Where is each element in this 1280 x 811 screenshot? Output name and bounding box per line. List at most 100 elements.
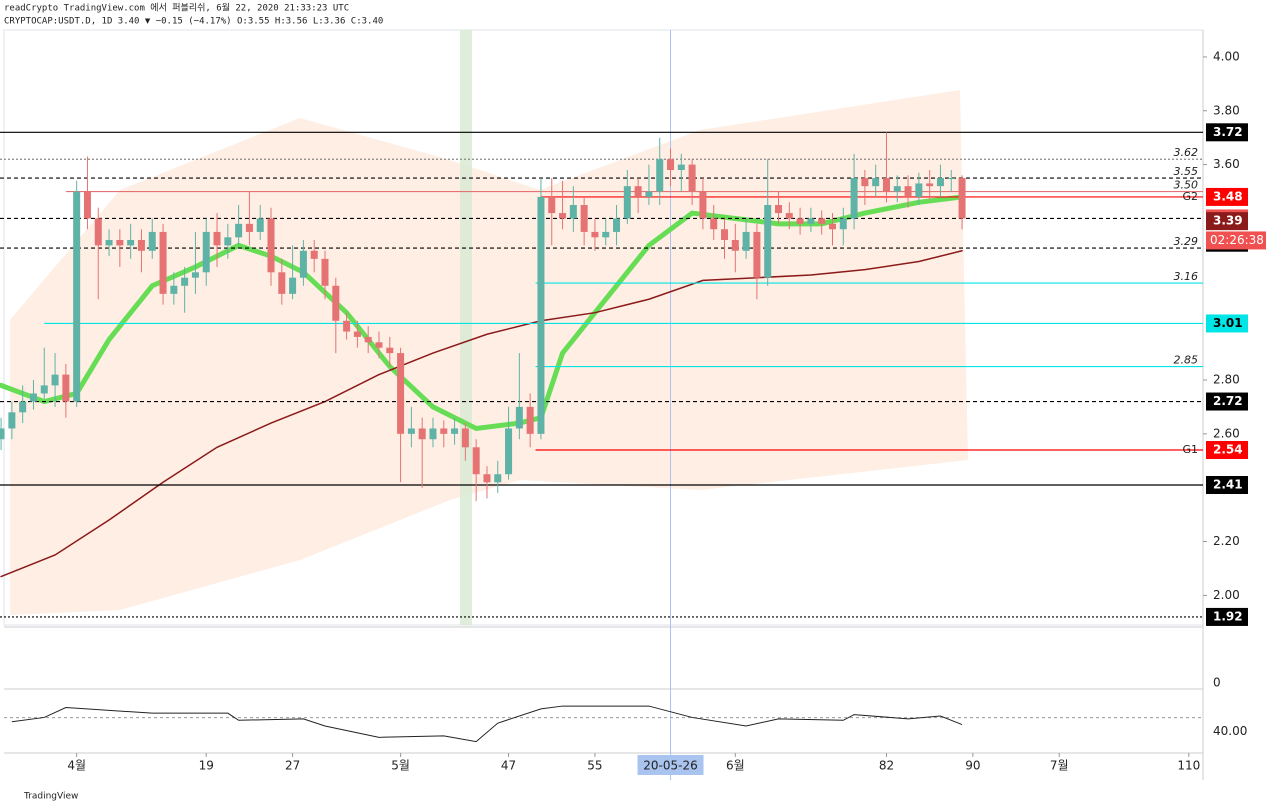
oscillator	[11, 705, 963, 743]
candle-body	[461, 428, 469, 448]
price-badge-label: 3.01	[1213, 316, 1243, 330]
candle-body	[839, 218, 847, 230]
candle-body	[559, 213, 567, 219]
price-badge-label: 2.41	[1213, 478, 1243, 492]
candle-body	[764, 205, 772, 278]
level-label: 3.50	[1174, 179, 1199, 192]
x-tick-label: 90	[965, 759, 980, 773]
candle-body	[731, 240, 739, 251]
candle-body	[0, 428, 5, 440]
price-badge-label: 2.72	[1213, 394, 1243, 408]
candle-body	[116, 240, 124, 246]
y-tick-label: 2.80	[1213, 373, 1240, 387]
price-badge-label: 2.54	[1213, 443, 1243, 457]
price-badge-label: 3.39	[1213, 214, 1243, 228]
x-tick-label: 5월	[391, 759, 410, 773]
x-tick-label: 19	[199, 759, 214, 773]
candle-body	[321, 258, 329, 286]
candle-body	[774, 205, 782, 214]
candle-body	[375, 342, 383, 348]
level-label: 2.85	[1174, 354, 1199, 367]
candle-body	[418, 428, 426, 440]
candle-body	[667, 159, 675, 170]
countdown-bg	[1206, 231, 1266, 250]
candle-body	[299, 250, 307, 278]
candle-body	[569, 205, 577, 219]
candle-body	[51, 374, 59, 386]
candle-body	[127, 240, 135, 246]
candle-body	[936, 178, 944, 187]
candle-body	[440, 428, 448, 434]
x-tick-label: 4월	[67, 759, 86, 773]
candle-body	[753, 231, 761, 278]
header-line: readCrypto TradingView.com 에서 퍼블리쉬, 6월 2…	[4, 2, 349, 14]
price-badge-label: 3.72	[1213, 125, 1243, 139]
candle-body	[818, 218, 826, 224]
header-line: CRYPTOCAP:USDT.D, 1D 3.40 ▼ −0.15 (−4.17…	[4, 17, 383, 27]
price-badge	[1206, 441, 1248, 459]
candle-body	[267, 218, 275, 273]
x-tick-label: 27	[285, 759, 300, 773]
x-tick-label: 7월	[1050, 759, 1069, 773]
level-label: 3.29	[1174, 235, 1199, 248]
candle-body	[472, 447, 480, 475]
candle-body	[947, 178, 955, 180]
price-badge	[1206, 392, 1248, 411]
candle-body	[19, 401, 27, 413]
candle-body	[83, 191, 91, 219]
y-tick-label: 2.60	[1213, 426, 1240, 440]
candle-body	[785, 213, 793, 219]
candle-body	[256, 218, 264, 232]
x-tick-label: 55	[587, 759, 602, 773]
candle-body	[170, 285, 178, 294]
candle-body	[515, 406, 523, 429]
candle-body	[289, 277, 297, 294]
level-tag: G2	[1182, 190, 1198, 203]
candle-body	[213, 231, 221, 246]
candle-body	[62, 374, 70, 402]
candle-body	[94, 218, 102, 246]
candle-body	[613, 218, 621, 232]
candle-body	[505, 428, 513, 475]
candle-body	[159, 231, 167, 294]
candle-body	[429, 428, 437, 440]
candle-body	[105, 240, 113, 246]
candle-body	[332, 285, 340, 321]
countdown: 02:26:38	[1210, 233, 1264, 247]
price-badge-label: 3.48	[1213, 189, 1243, 203]
candle-body	[580, 205, 588, 232]
candle-body	[526, 406, 534, 434]
y-tick-label: 0	[1213, 676, 1221, 690]
x-tick-label: 6월	[726, 759, 745, 773]
candle-body	[872, 178, 880, 187]
candle-body	[235, 223, 243, 238]
candle-body	[40, 385, 48, 394]
level-label: 3.55	[1174, 165, 1199, 178]
y-tick-label: 3.80	[1213, 103, 1240, 117]
level-tag: G1	[1182, 443, 1198, 456]
candle-body	[548, 196, 556, 214]
candle-body	[926, 183, 934, 187]
candle-body	[278, 272, 286, 294]
price-badge	[1206, 123, 1248, 142]
candle-body	[353, 331, 361, 337]
y-tick-label: 2.00	[1213, 588, 1240, 602]
candle-body	[904, 186, 912, 197]
candle-body	[386, 347, 394, 354]
candle-body	[807, 218, 815, 224]
level-label: 3.62	[1174, 146, 1199, 159]
candle-body	[397, 353, 405, 434]
candle-body	[148, 231, 156, 251]
candle-body	[29, 393, 37, 402]
candle-body	[137, 240, 145, 251]
candle-body	[451, 428, 459, 434]
candle-body	[623, 186, 631, 219]
candle-body	[483, 474, 491, 483]
price-badge	[1206, 212, 1248, 231]
candle-body	[915, 183, 923, 197]
candle-body	[191, 272, 199, 278]
candle-body	[181, 277, 189, 286]
candle-body	[602, 231, 610, 238]
